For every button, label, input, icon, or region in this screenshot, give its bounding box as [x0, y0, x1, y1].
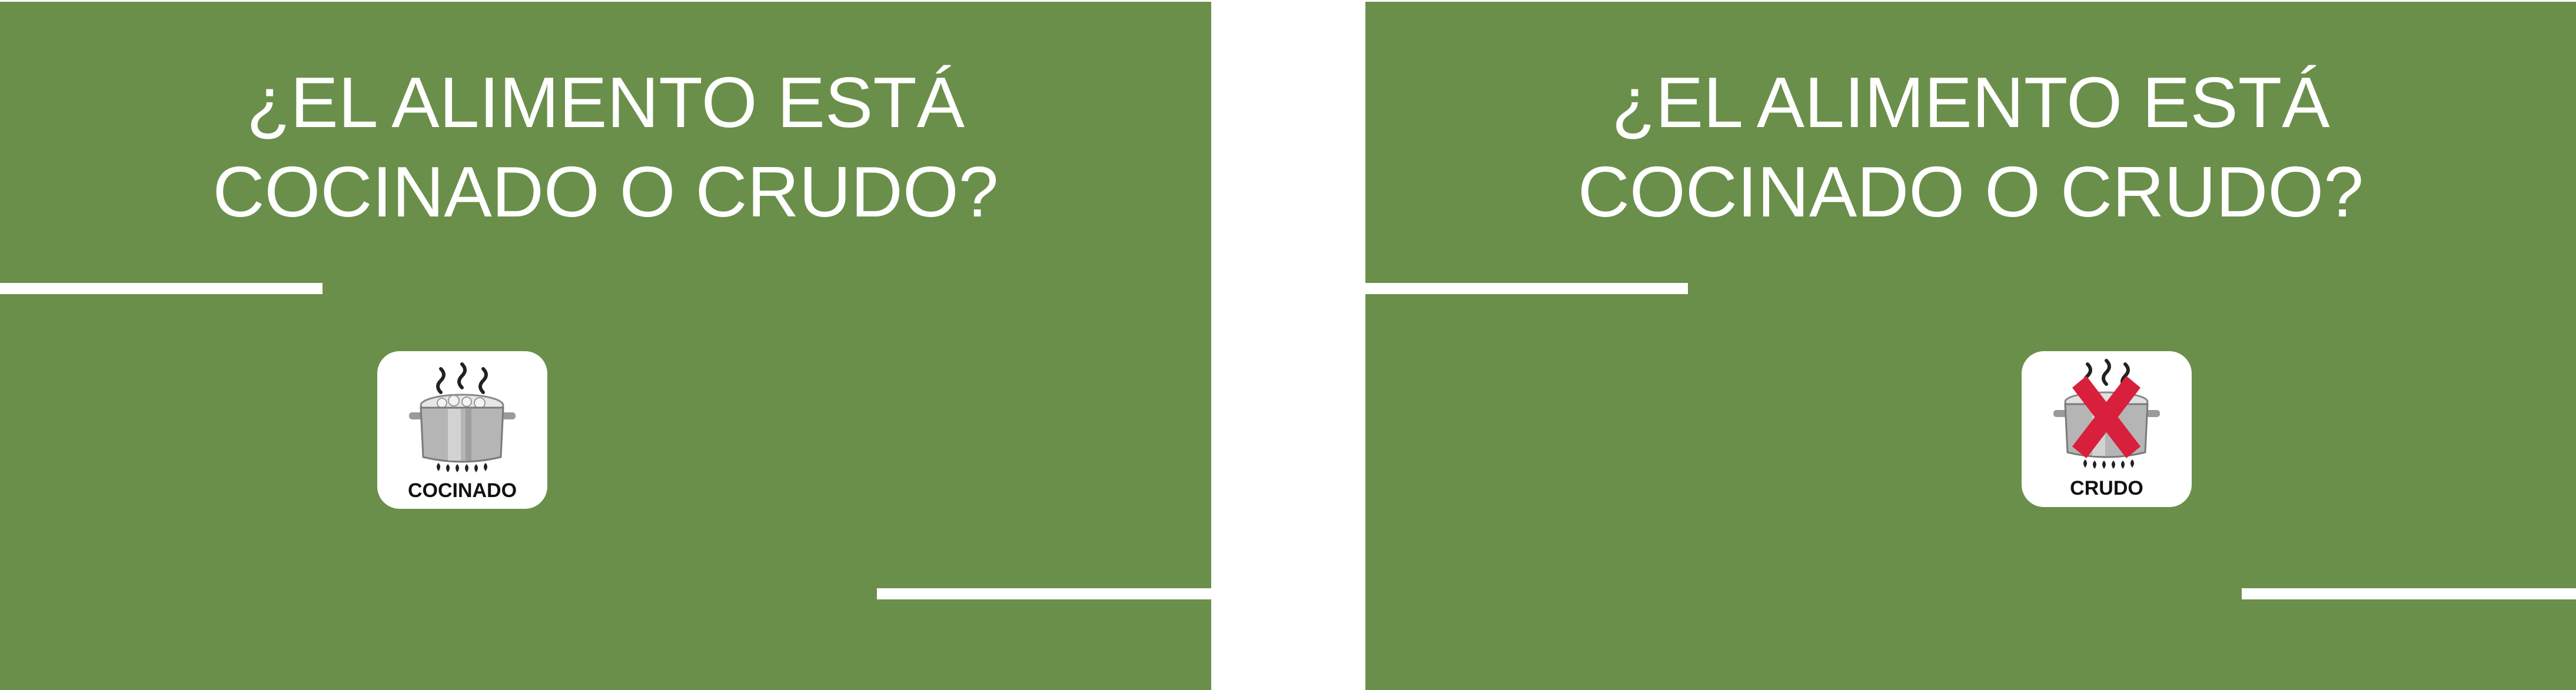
divider-top	[0, 283, 323, 294]
option-label: CRUDO	[2070, 477, 2143, 499]
question-title: ¿EL ALIMENTO ESTÁ COCINADO O CRUDO?	[1365, 58, 2576, 236]
option-tile-cocinado[interactable]: COCINADO	[377, 351, 547, 509]
option-label: COCINADO	[407, 479, 517, 502]
question-card-cocinado: ¿EL ALIMENTO ESTÁ COCINADO O CRUDO?	[0, 2, 1211, 690]
question-line-2: COCINADO O CRUDO?	[1577, 152, 2364, 232]
divider-top	[1365, 283, 1688, 294]
question-line-2: COCINADO O CRUDO?	[212, 152, 999, 232]
cross-mark-icon	[2072, 376, 2140, 458]
divider-bottom	[2242, 588, 2576, 599]
boiling-pot-icon	[409, 362, 516, 472]
question-line-1: ¿EL ALIMENTO ESTÁ	[246, 62, 965, 142]
crossed-pot-icon	[2053, 359, 2160, 469]
option-tile-crudo[interactable]: CRUDO	[2022, 351, 2192, 507]
question-card-crudo: ¿EL ALIMENTO ESTÁ COCINADO O CRUDO?	[1365, 2, 2576, 690]
question-line-1: ¿EL ALIMENTO ESTÁ	[1611, 62, 2330, 142]
question-title: ¿EL ALIMENTO ESTÁ COCINADO O CRUDO?	[0, 58, 1211, 236]
divider-bottom	[877, 588, 1211, 599]
